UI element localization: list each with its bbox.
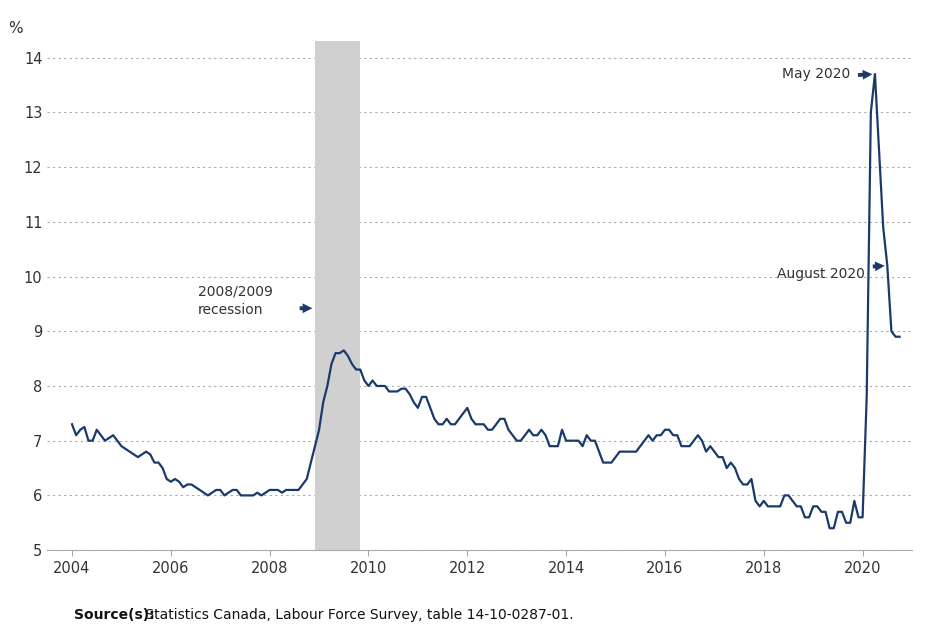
Text: August 2020: August 2020: [777, 267, 865, 281]
Text: May 2020: May 2020: [782, 67, 850, 81]
Text: Source(s):: Source(s):: [74, 608, 155, 622]
Bar: [315, 41, 361, 550]
Text: %: %: [8, 21, 23, 36]
Text: Statistics Canada, Labour Force Survey, table 14-10-0287-01.: Statistics Canada, Labour Force Survey, …: [141, 608, 574, 622]
Text: 2008/2009
recession: 2008/2009 recession: [198, 285, 273, 318]
